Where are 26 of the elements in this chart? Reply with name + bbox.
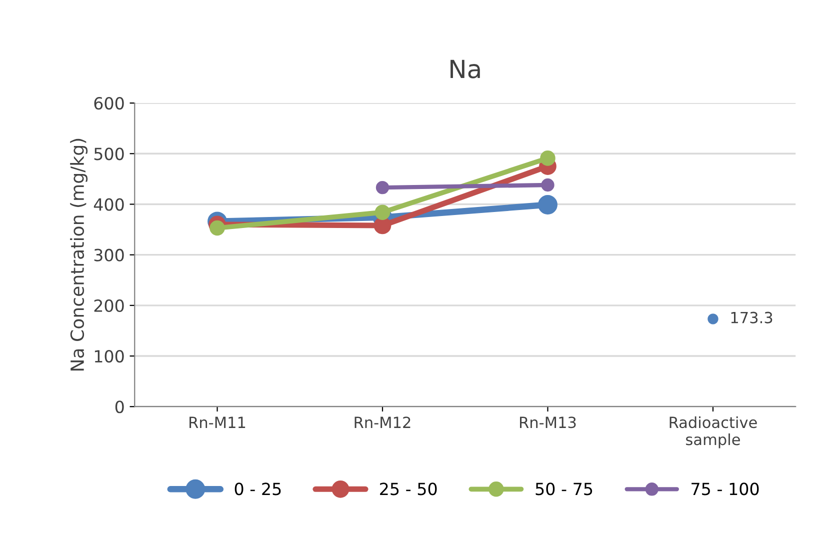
legend-label: 50 - 75 <box>536 482 592 496</box>
y-tick-label: 200 <box>94 299 124 312</box>
point <box>538 195 558 214</box>
y-tick-label: 100 <box>94 350 124 363</box>
y-tick-label: 300 <box>94 248 124 262</box>
data-label: 173.3 <box>731 312 772 324</box>
legend-label: 75 - 100 <box>692 482 759 496</box>
x-tick-label: Rn-M13 <box>520 416 576 428</box>
x-tick-label: Radioactive sample <box>670 416 757 448</box>
point <box>210 220 225 236</box>
y-tick-label: 400 <box>94 198 124 211</box>
y-tick-label: 500 <box>94 148 124 160</box>
point <box>376 180 390 194</box>
y-axis-title: Na Concentration (mg/kg) <box>70 138 88 371</box>
legend-label: 0 - 25 <box>234 482 281 496</box>
y-tick-label: 0 <box>115 400 124 414</box>
point <box>540 150 556 166</box>
x-tick-label: Rn-M11 <box>190 416 246 428</box>
legend-label: 25 - 50 <box>380 482 437 496</box>
point <box>374 204 390 220</box>
y-tick-label: 600 <box>94 97 124 110</box>
chart-title: Na <box>450 60 480 78</box>
point <box>374 216 392 234</box>
point <box>541 178 554 192</box>
point <box>708 314 718 324</box>
x-tick-label: Rn-M12 <box>354 416 410 428</box>
